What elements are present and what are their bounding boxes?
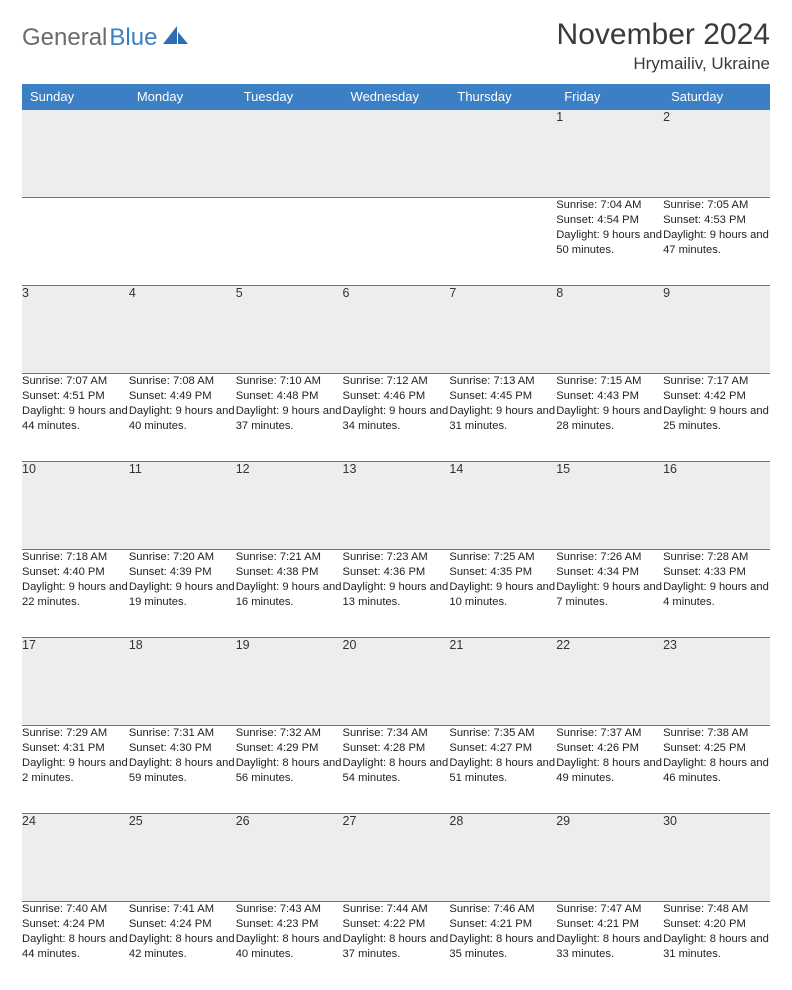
day-content-cell: Sunrise: 7:26 AMSunset: 4:34 PMDaylight:… — [556, 550, 663, 638]
content-row: Sunrise: 7:18 AMSunset: 4:40 PMDaylight:… — [22, 550, 770, 638]
day-content-cell: Sunrise: 7:21 AMSunset: 4:38 PMDaylight:… — [236, 550, 343, 638]
weekday-header: Thursday — [449, 84, 556, 110]
day-number-cell: 7 — [449, 286, 556, 374]
day-content-cell: Sunrise: 7:48 AMSunset: 4:20 PMDaylight:… — [663, 902, 770, 990]
day-content-cell: Sunrise: 7:08 AMSunset: 4:49 PMDaylight:… — [129, 374, 236, 462]
day-number-cell: 13 — [343, 462, 450, 550]
brand-sail-icon — [163, 26, 189, 46]
day-number-cell: 2 — [663, 110, 770, 198]
calendar-table: SundayMondayTuesdayWednesdayThursdayFrid… — [22, 84, 770, 990]
brand-part1: General — [22, 24, 107, 52]
day-content-cell — [129, 198, 236, 286]
day-content-cell: Sunrise: 7:34 AMSunset: 4:28 PMDaylight:… — [343, 726, 450, 814]
content-row: Sunrise: 7:40 AMSunset: 4:24 PMDaylight:… — [22, 902, 770, 990]
day-content-cell: Sunrise: 7:15 AMSunset: 4:43 PMDaylight:… — [556, 374, 663, 462]
weekday-header: Tuesday — [236, 84, 343, 110]
day-content-cell: Sunrise: 7:43 AMSunset: 4:23 PMDaylight:… — [236, 902, 343, 990]
month-title: November 2024 — [557, 18, 770, 52]
weekday-header: Monday — [129, 84, 236, 110]
day-number-cell: 8 — [556, 286, 663, 374]
day-number-cell: 6 — [343, 286, 450, 374]
day-content-cell: Sunrise: 7:44 AMSunset: 4:22 PMDaylight:… — [343, 902, 450, 990]
calendar-body: 12 Sunrise: 7:04 AMSunset: 4:54 PMDaylig… — [22, 110, 770, 990]
day-number-cell: 10 — [22, 462, 129, 550]
daynum-row: 17181920212223 — [22, 638, 770, 726]
day-content-cell: Sunrise: 7:12 AMSunset: 4:46 PMDaylight:… — [343, 374, 450, 462]
day-number-cell: 15 — [556, 462, 663, 550]
day-number-cell: 25 — [129, 814, 236, 902]
day-number-cell: 19 — [236, 638, 343, 726]
day-number-cell — [236, 110, 343, 198]
day-number-cell: 29 — [556, 814, 663, 902]
day-content-cell: Sunrise: 7:28 AMSunset: 4:33 PMDaylight:… — [663, 550, 770, 638]
day-number-cell: 23 — [663, 638, 770, 726]
day-content-cell: Sunrise: 7:10 AMSunset: 4:48 PMDaylight:… — [236, 374, 343, 462]
day-content-cell: Sunrise: 7:18 AMSunset: 4:40 PMDaylight:… — [22, 550, 129, 638]
weekday-header: Wednesday — [343, 84, 450, 110]
content-row: Sunrise: 7:29 AMSunset: 4:31 PMDaylight:… — [22, 726, 770, 814]
day-content-cell — [22, 198, 129, 286]
day-content-cell: Sunrise: 7:35 AMSunset: 4:27 PMDaylight:… — [449, 726, 556, 814]
brand-part2: Blue — [109, 24, 157, 52]
day-content-cell: Sunrise: 7:40 AMSunset: 4:24 PMDaylight:… — [22, 902, 129, 990]
day-number-cell: 4 — [129, 286, 236, 374]
day-content-cell: Sunrise: 7:47 AMSunset: 4:21 PMDaylight:… — [556, 902, 663, 990]
day-content-cell: Sunrise: 7:05 AMSunset: 4:53 PMDaylight:… — [663, 198, 770, 286]
day-number-cell: 24 — [22, 814, 129, 902]
header: GeneralBlue November 2024 Hrymailiv, Ukr… — [22, 18, 770, 74]
day-number-cell: 22 — [556, 638, 663, 726]
day-content-cell: Sunrise: 7:29 AMSunset: 4:31 PMDaylight:… — [22, 726, 129, 814]
day-number-cell: 14 — [449, 462, 556, 550]
calendar-head: SundayMondayTuesdayWednesdayThursdayFrid… — [22, 84, 770, 110]
day-content-cell: Sunrise: 7:17 AMSunset: 4:42 PMDaylight:… — [663, 374, 770, 462]
daynum-row: 12 — [22, 110, 770, 198]
day-number-cell — [343, 110, 450, 198]
title-block: November 2024 Hrymailiv, Ukraine — [557, 18, 770, 74]
day-number-cell — [449, 110, 556, 198]
day-content-cell: Sunrise: 7:13 AMSunset: 4:45 PMDaylight:… — [449, 374, 556, 462]
day-content-cell — [449, 198, 556, 286]
day-content-cell: Sunrise: 7:20 AMSunset: 4:39 PMDaylight:… — [129, 550, 236, 638]
day-number-cell: 5 — [236, 286, 343, 374]
day-content-cell: Sunrise: 7:37 AMSunset: 4:26 PMDaylight:… — [556, 726, 663, 814]
day-content-cell: Sunrise: 7:23 AMSunset: 4:36 PMDaylight:… — [343, 550, 450, 638]
daynum-row: 10111213141516 — [22, 462, 770, 550]
day-content-cell: Sunrise: 7:46 AMSunset: 4:21 PMDaylight:… — [449, 902, 556, 990]
content-row: Sunrise: 7:07 AMSunset: 4:51 PMDaylight:… — [22, 374, 770, 462]
day-content-cell — [236, 198, 343, 286]
day-number-cell: 21 — [449, 638, 556, 726]
day-number-cell: 12 — [236, 462, 343, 550]
day-number-cell — [129, 110, 236, 198]
day-number-cell: 18 — [129, 638, 236, 726]
daynum-row: 3456789 — [22, 286, 770, 374]
weekday-header: Friday — [556, 84, 663, 110]
day-number-cell: 16 — [663, 462, 770, 550]
day-number-cell: 26 — [236, 814, 343, 902]
day-number-cell: 3 — [22, 286, 129, 374]
day-number-cell: 17 — [22, 638, 129, 726]
day-content-cell: Sunrise: 7:41 AMSunset: 4:24 PMDaylight:… — [129, 902, 236, 990]
location: Hrymailiv, Ukraine — [557, 54, 770, 74]
day-content-cell: Sunrise: 7:31 AMSunset: 4:30 PMDaylight:… — [129, 726, 236, 814]
day-content-cell: Sunrise: 7:38 AMSunset: 4:25 PMDaylight:… — [663, 726, 770, 814]
day-content-cell: Sunrise: 7:07 AMSunset: 4:51 PMDaylight:… — [22, 374, 129, 462]
day-number-cell — [22, 110, 129, 198]
day-number-cell: 28 — [449, 814, 556, 902]
daynum-row: 24252627282930 — [22, 814, 770, 902]
weekday-header: Saturday — [663, 84, 770, 110]
weekday-header: Sunday — [22, 84, 129, 110]
day-number-cell: 20 — [343, 638, 450, 726]
day-content-cell: Sunrise: 7:32 AMSunset: 4:29 PMDaylight:… — [236, 726, 343, 814]
day-number-cell: 11 — [129, 462, 236, 550]
content-row: Sunrise: 7:04 AMSunset: 4:54 PMDaylight:… — [22, 198, 770, 286]
brand-logo: GeneralBlue — [22, 18, 189, 52]
day-content-cell: Sunrise: 7:04 AMSunset: 4:54 PMDaylight:… — [556, 198, 663, 286]
day-number-cell: 9 — [663, 286, 770, 374]
day-number-cell: 1 — [556, 110, 663, 198]
day-content-cell — [343, 198, 450, 286]
day-content-cell: Sunrise: 7:25 AMSunset: 4:35 PMDaylight:… — [449, 550, 556, 638]
day-number-cell: 27 — [343, 814, 450, 902]
day-number-cell: 30 — [663, 814, 770, 902]
